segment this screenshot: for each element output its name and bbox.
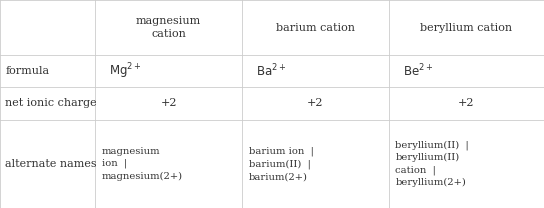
Text: beryllium(II)  |
beryllium(II)
cation  |
beryllium(2+): beryllium(II) | beryllium(II) cation | b… bbox=[395, 140, 469, 187]
Text: beryllium cation: beryllium cation bbox=[421, 22, 512, 33]
Text: $\mathdefault{Ba}^{2+}$: $\mathdefault{Ba}^{2+}$ bbox=[256, 63, 286, 79]
Text: $\mathdefault{Be}^{2+}$: $\mathdefault{Be}^{2+}$ bbox=[403, 63, 433, 79]
Text: alternate names: alternate names bbox=[5, 159, 97, 169]
Text: barium ion  |
barium(II)  |
barium(2+): barium ion | barium(II) | barium(2+) bbox=[249, 147, 313, 181]
Text: magnesium
ion  |
magnesium(2+): magnesium ion | magnesium(2+) bbox=[102, 147, 183, 181]
Text: barium cation: barium cation bbox=[276, 22, 355, 33]
Text: net ionic charge: net ionic charge bbox=[5, 98, 97, 109]
Text: $\mathdefault{Mg}^{2+}$: $\mathdefault{Mg}^{2+}$ bbox=[109, 61, 141, 81]
Text: magnesium
cation: magnesium cation bbox=[136, 16, 201, 39]
Text: +2: +2 bbox=[160, 98, 177, 109]
Text: +2: +2 bbox=[458, 98, 475, 109]
Text: formula: formula bbox=[5, 66, 50, 76]
Text: +2: +2 bbox=[307, 98, 324, 109]
